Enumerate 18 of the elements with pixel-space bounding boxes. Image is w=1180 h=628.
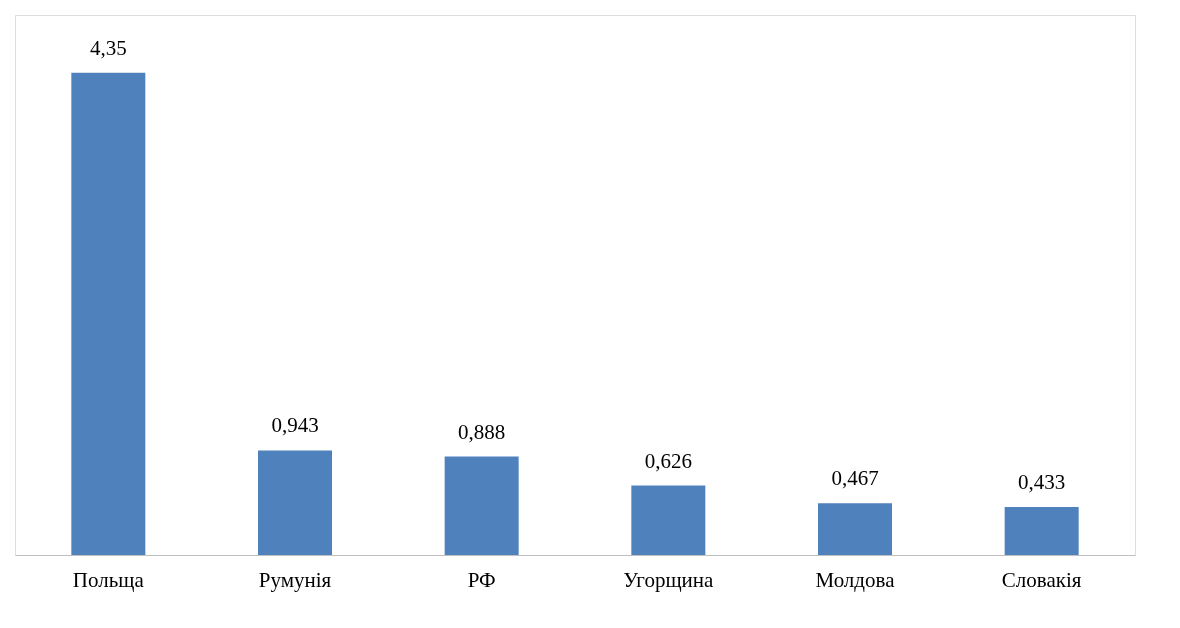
x-tick-label: Угорщина bbox=[623, 567, 715, 592]
x-tick-label: Польща bbox=[72, 567, 145, 592]
x-tick-label: Румунія bbox=[258, 567, 332, 592]
data-label: 0,467 bbox=[831, 466, 879, 491]
x-tick-label: Словакія bbox=[1001, 567, 1082, 592]
bar bbox=[444, 456, 519, 555]
bar bbox=[258, 450, 332, 555]
bar bbox=[1004, 507, 1079, 555]
data-label: 0,626 bbox=[644, 448, 692, 473]
data-label: 0,433 bbox=[1018, 470, 1066, 495]
data-label: 0,943 bbox=[271, 413, 319, 438]
x-tick-label: Молдова bbox=[815, 567, 896, 592]
x-tick-label: РФ bbox=[467, 567, 496, 592]
bar bbox=[631, 485, 706, 555]
bar bbox=[818, 503, 892, 555]
bar bbox=[71, 72, 146, 555]
data-label: 0,888 bbox=[458, 419, 506, 444]
data-label: 4,35 bbox=[89, 35, 127, 60]
